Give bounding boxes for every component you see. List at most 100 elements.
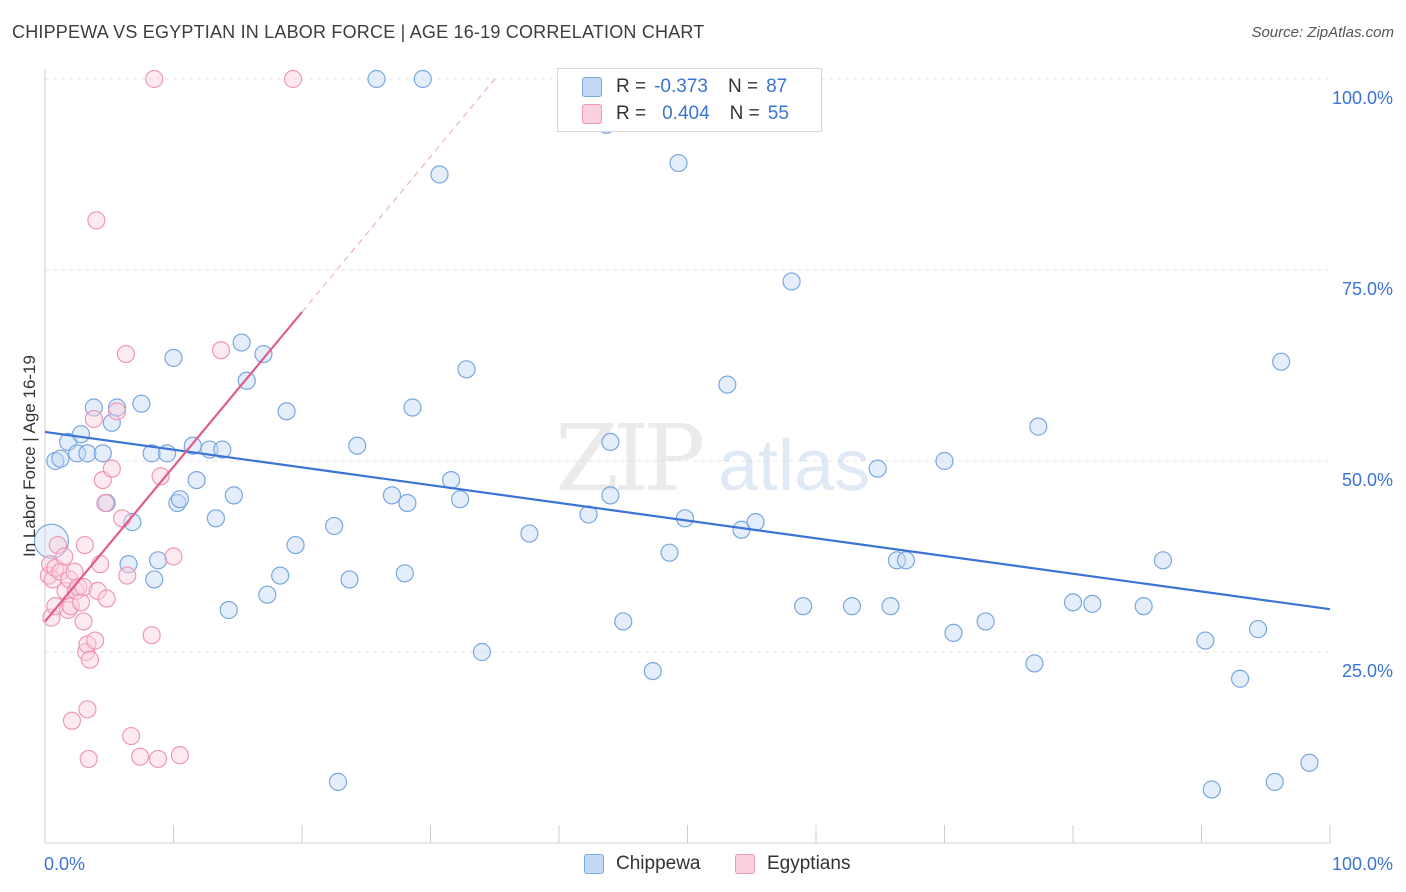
chippewa-point (395, 564, 414, 583)
chippewa-point (340, 570, 359, 589)
chippewa-point (1083, 594, 1102, 613)
chippewa-point (254, 344, 273, 364)
chippewa-point (1134, 597, 1153, 616)
chippewa-point (286, 535, 305, 555)
chippewa-point (1300, 753, 1319, 772)
egyptians-point (48, 535, 67, 555)
chippewa-point (132, 394, 151, 413)
chippewa-point (881, 597, 900, 616)
chippewa-point (1029, 417, 1048, 436)
egyptians-point (112, 509, 132, 528)
egyptians-point (102, 459, 121, 478)
chippewa-point (1063, 593, 1083, 612)
chippewa-point (944, 623, 963, 643)
egyptians-point (170, 746, 190, 765)
legend-r-label: R = (616, 103, 647, 124)
chippewa-point (325, 516, 344, 536)
chippewa-point (1272, 352, 1291, 371)
chippewa-point (868, 459, 887, 478)
chippewa-point (1202, 780, 1221, 799)
egyptians-point (130, 747, 150, 766)
egyptians-point (211, 341, 231, 360)
egyptians-point (65, 562, 84, 581)
chippewa-point (669, 153, 688, 173)
chippewa-point (348, 436, 367, 455)
legend-row-chippewa: R = -0.373 N = 87 (582, 74, 787, 100)
chippewa-point (164, 348, 183, 367)
chippewa-point (430, 165, 449, 184)
chippewa-point (794, 597, 813, 616)
egyptians-point (86, 631, 105, 650)
egyptians-point (148, 749, 168, 769)
legend-row-egyptians: R = 0.404 N = 55 (582, 101, 789, 127)
trend-lines (44, 78, 1331, 623)
source-credit: Source: ZipAtlas.com (1251, 24, 1394, 41)
chart-title: CHIPPEWA VS EGYPTIAN IN LABOR FORCE | AG… (12, 22, 705, 42)
chippewa-point (148, 551, 168, 570)
legend-r-label: R = (616, 76, 647, 97)
egyptians-point (107, 402, 127, 421)
egyptians-point (74, 612, 93, 631)
legend-r-value: 0.404 (662, 103, 710, 124)
chippewa-point (1248, 619, 1268, 639)
egyptians-point (87, 211, 106, 230)
egyptians-point (78, 700, 97, 719)
egyptians-point (151, 467, 170, 486)
chippewa-point (782, 272, 801, 291)
chippewa-point (643, 661, 662, 681)
chippewa-point (219, 600, 238, 620)
chippewa-points (33, 69, 1319, 799)
chippewa-point (170, 490, 190, 509)
chippewa-point (277, 402, 296, 421)
egyptians-point (91, 555, 110, 574)
chippewa-point (1230, 669, 1250, 688)
chippewa-point (403, 398, 422, 417)
chippewa-point (68, 444, 87, 463)
chippewa-point (1265, 772, 1284, 791)
legend-r-value: -0.373 (654, 76, 708, 97)
watermark-zip: ZIP (555, 405, 702, 512)
chippewa-point (660, 543, 679, 562)
chippewa-point (472, 642, 491, 662)
egyptians-trend-line (44, 311, 303, 623)
egyptians-point (42, 608, 61, 627)
egyptians-points (39, 69, 303, 769)
egyptians-point (145, 69, 164, 89)
egyptians-point (96, 493, 115, 513)
legend-swatch-egyptians (582, 104, 602, 124)
correlation-legend: R = -0.373 N = 87 R = 0.404 N = 55 (557, 68, 822, 132)
chippewa-point (1153, 551, 1173, 570)
legend-n-value: 87 (766, 76, 788, 97)
egyptians-point (55, 547, 74, 566)
bottom-legend-label-chippewa: Chippewa (616, 853, 701, 874)
egyptians-point (97, 589, 116, 608)
chippewa-point (457, 360, 476, 379)
egyptians-point (84, 409, 103, 429)
legend-n-label: N = (727, 76, 759, 97)
watermark: ZIP atlas (555, 405, 870, 512)
egyptians-point (118, 566, 137, 585)
chippewa-point (601, 486, 620, 505)
chippewa-point (935, 451, 954, 471)
chippewa-point (142, 444, 161, 463)
y-tick-label: 100.0% (1332, 88, 1393, 108)
chippewa-point (842, 597, 862, 616)
watermark-atlas: atlas (718, 426, 870, 506)
egyptians-trend-extension (301, 78, 496, 313)
tick-labels: 25.0% 50.0% 75.0% 100.0% 0.0% 100.0% (44, 88, 1393, 874)
gridlines (45, 78, 1330, 653)
chippewa-point (187, 471, 206, 490)
bottom-legend-label-egyptians: Egyptians (767, 853, 851, 874)
egyptians-point (69, 577, 88, 597)
egyptians-point (164, 547, 183, 566)
chippewa-point (107, 398, 127, 417)
chippewa-point (271, 566, 290, 585)
chippewa-point (71, 425, 91, 444)
y-axis-label: In Labor Force | Age 16-19 (20, 355, 39, 557)
chippewa-point (382, 486, 402, 505)
chippewa-point (520, 524, 539, 543)
chippewa-point (224, 486, 243, 505)
egyptians-point (283, 69, 303, 89)
chippewa-point (206, 509, 226, 528)
chippewa-point (450, 490, 470, 509)
